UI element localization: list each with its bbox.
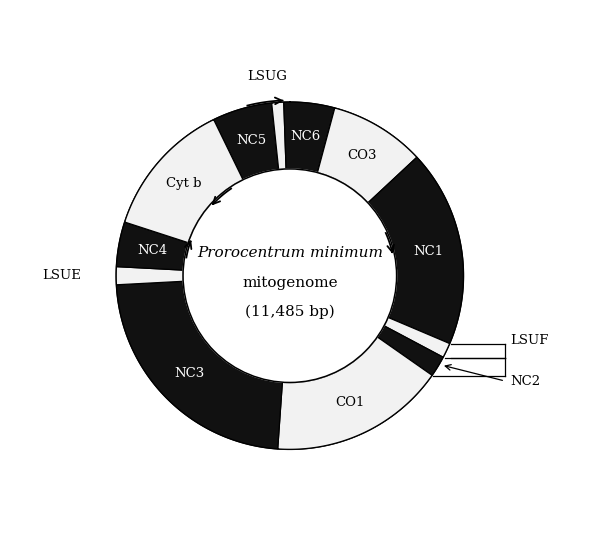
Polygon shape	[278, 337, 432, 450]
Text: NC2: NC2	[510, 374, 540, 387]
Polygon shape	[116, 102, 463, 450]
Text: NC4: NC4	[137, 243, 167, 256]
Text: NC3: NC3	[175, 367, 205, 380]
Text: LSUF: LSUF	[510, 334, 549, 347]
Polygon shape	[116, 267, 183, 285]
Polygon shape	[284, 102, 335, 173]
Text: Prorocentrum minimum: Prorocentrum minimum	[197, 246, 383, 260]
Polygon shape	[384, 318, 450, 357]
Text: LSUG: LSUG	[248, 70, 287, 83]
Text: NC6: NC6	[291, 130, 321, 143]
Text: mitogenome: mitogenome	[242, 276, 338, 289]
Polygon shape	[125, 120, 243, 243]
Polygon shape	[368, 157, 463, 344]
Text: CO1: CO1	[336, 396, 365, 409]
Polygon shape	[116, 222, 188, 270]
Text: NC5: NC5	[236, 135, 266, 148]
Text: (11,485 bp): (11,485 bp)	[245, 305, 335, 319]
Circle shape	[183, 169, 396, 382]
Polygon shape	[318, 108, 417, 203]
Polygon shape	[116, 281, 282, 449]
Text: NC1: NC1	[413, 245, 443, 258]
Text: Cyt b: Cyt b	[166, 177, 202, 190]
Text: LSUE: LSUE	[42, 269, 81, 282]
Polygon shape	[214, 103, 279, 180]
Polygon shape	[272, 102, 286, 169]
Polygon shape	[377, 326, 443, 375]
Text: CO3: CO3	[347, 149, 377, 162]
